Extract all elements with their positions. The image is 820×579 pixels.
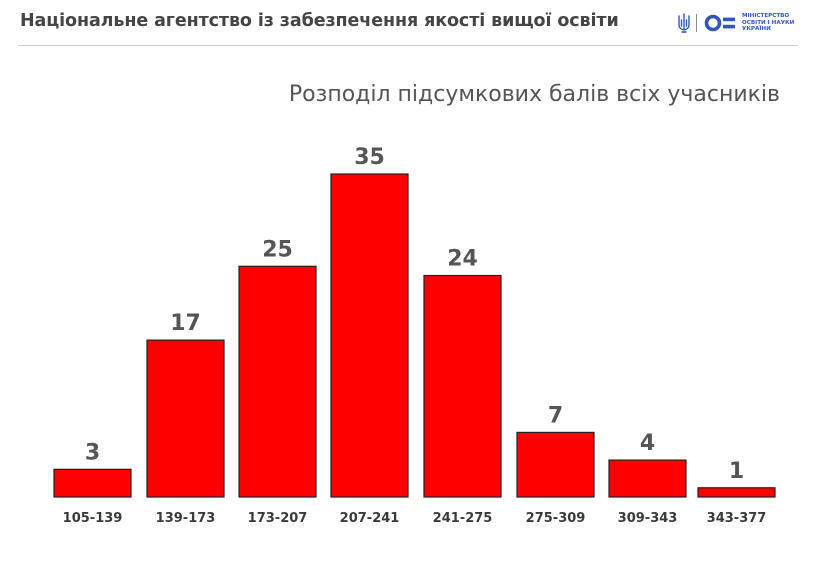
bar-275-309 [516, 431, 595, 498]
chart-title: Розподіл підсумкових балів всіх учасникі… [288, 82, 780, 107]
bar-value-label: 35 [354, 145, 385, 170]
ministry-name: МІНІСТЕРСТВО ОСВІТИ І НАУКИ УКРАЇНИ [742, 13, 794, 33]
bar-value-label: 7 [548, 403, 563, 428]
bar-value-label: 1 [729, 459, 744, 484]
ministry-name-line: МІНІСТЕРСТВО [742, 13, 790, 19]
bar-241-275 [423, 274, 502, 498]
mon-logo-icon [704, 14, 735, 32]
bar-343-377 [697, 487, 776, 498]
bar-139-173 [146, 339, 225, 498]
x-tick-label: 139-173 [156, 511, 216, 526]
header: Національне агентство із забезпечення як… [0, 0, 820, 46]
bar-value-label: 17 [170, 311, 201, 336]
bar-173-207 [238, 265, 317, 498]
header-divider [18, 45, 798, 46]
bar-value-label: 4 [640, 431, 655, 456]
x-tick-label: 275-309 [526, 511, 586, 526]
x-tick-label: 105-139 [63, 511, 123, 526]
bar-value-label: 24 [447, 247, 478, 272]
trident-icon [678, 13, 690, 33]
x-tick-label: 207-241 [340, 511, 400, 526]
ministry-name-line: УКРАЇНИ [742, 26, 771, 33]
x-tick-label: 241-275 [433, 511, 493, 526]
x-tick-label: 343-377 [707, 511, 767, 526]
bar-207-241 [330, 173, 409, 498]
page-title: Національне агентство із забезпечення як… [20, 11, 619, 31]
x-tick-label: 309-343 [618, 511, 678, 526]
bar-309-343 [608, 459, 687, 498]
bar-105-139 [53, 468, 132, 498]
x-tick-label: 173-207 [248, 511, 308, 526]
bar-value-label: 25 [262, 237, 293, 262]
bar-value-label: 3 [85, 440, 100, 465]
ministry-name-line: ОСВІТИ І НАУКИ [742, 19, 795, 26]
logo-divider [696, 14, 697, 32]
